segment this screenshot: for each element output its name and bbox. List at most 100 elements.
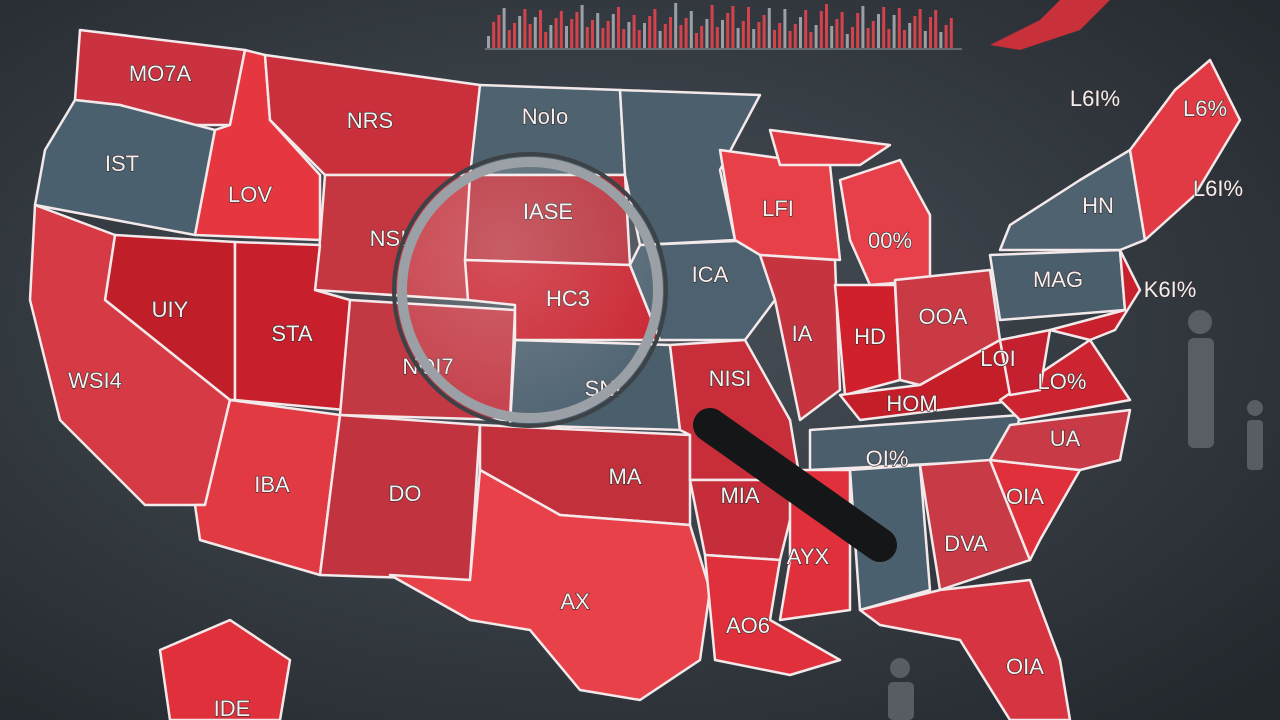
state-label: LO% (1038, 369, 1087, 394)
decor-bar (710, 5, 714, 48)
decor-bar (835, 19, 839, 48)
state-label: HD (854, 324, 886, 349)
decor-bar (923, 31, 927, 48)
decor-bar (882, 7, 886, 48)
state-label: OIA (1006, 654, 1044, 679)
decor-bar (757, 22, 761, 48)
state-label: K6I% (1144, 277, 1197, 302)
decor-bar (736, 28, 740, 48)
state-label: L6I% (1070, 86, 1120, 111)
state-label: STA (271, 321, 312, 346)
decor-bar (663, 24, 667, 48)
magnifier (392, 152, 897, 562)
state (158, 618, 292, 720)
decor-bar (533, 17, 537, 48)
state (388, 468, 712, 702)
decor-bar (700, 26, 704, 48)
state-label: IDE (214, 696, 251, 720)
decor-bar (554, 18, 558, 48)
magnifier-handle (693, 408, 897, 562)
state-label: NRS (347, 108, 393, 133)
decor-bar (799, 17, 802, 48)
decor-bar (918, 9, 922, 48)
decor-bars (485, 3, 962, 50)
decor-bar (658, 31, 662, 48)
state-label: LOV (228, 182, 272, 207)
state-label: UA (1050, 426, 1081, 451)
decor-bar (903, 30, 906, 48)
decor-bar (897, 8, 901, 48)
state-label: MAG (1033, 267, 1083, 292)
decor-bar (809, 32, 813, 48)
decor-bar (669, 17, 672, 48)
decor-bar (570, 19, 574, 48)
decor-bar (653, 9, 657, 48)
magnifier-lens (397, 157, 663, 423)
decor-bar (840, 12, 844, 48)
decor-bar (507, 30, 511, 48)
state-label: MO7A (129, 61, 192, 86)
state-label: HN (1082, 193, 1114, 218)
state-label: HOM (886, 391, 937, 416)
state (998, 338, 1132, 422)
decor-bar (845, 34, 849, 48)
decor-bar (773, 30, 776, 48)
decor-bar (747, 7, 750, 48)
decor-bar (684, 18, 688, 48)
decor-figures (888, 310, 1263, 720)
state-label: DO (389, 481, 422, 506)
state-label: L6I% (1193, 176, 1243, 201)
decor-bar (643, 23, 646, 48)
decor-bar (518, 16, 522, 48)
decor-bar (871, 21, 875, 48)
decor-bar (695, 33, 698, 48)
state-label: AX (560, 589, 590, 614)
decor-bar (804, 10, 808, 48)
decor-bar (851, 27, 854, 48)
decor-bar (497, 15, 501, 48)
decor-bar (741, 21, 745, 48)
state-label: L6% (1183, 96, 1227, 121)
decor-bar (814, 25, 818, 48)
decor-bar (877, 14, 880, 48)
decor-bar (825, 4, 828, 48)
state-label: ICA (692, 262, 729, 287)
state-label: OI% (866, 446, 909, 471)
state-label: IST (105, 151, 139, 176)
decor-bar (617, 7, 620, 48)
state (990, 0, 1110, 50)
state-label: UIY (152, 297, 189, 322)
state-label: NISI (709, 366, 752, 391)
decor-bar (539, 10, 542, 48)
state-label: MA (609, 464, 642, 489)
decor-bar (783, 9, 787, 48)
decor-bar (632, 15, 636, 48)
state (758, 253, 842, 422)
decor-bar (913, 16, 917, 48)
decor-bar (622, 29, 626, 48)
decor-bar (487, 36, 490, 48)
state-label: NoIo (522, 104, 568, 129)
decor-bar (726, 13, 730, 48)
decor-bar (674, 3, 678, 48)
decor-bar (575, 12, 579, 48)
decor-bar (502, 8, 506, 48)
decor-bar (601, 28, 605, 48)
decor-bar (585, 27, 589, 48)
decor-bar (596, 13, 600, 48)
decor-bar (887, 29, 891, 48)
decor-bar (767, 8, 771, 48)
decor-bar (565, 26, 568, 48)
decor-bar (679, 25, 683, 48)
decor-bar (606, 21, 610, 48)
decor-bar (689, 11, 693, 48)
decor-bar (705, 19, 709, 48)
state (988, 408, 1132, 472)
decor-bar (929, 17, 932, 48)
state-label: WSI4 (68, 368, 122, 393)
decor-bar (715, 27, 719, 48)
decor-bar (762, 15, 766, 48)
state-label: MIA (720, 483, 759, 508)
